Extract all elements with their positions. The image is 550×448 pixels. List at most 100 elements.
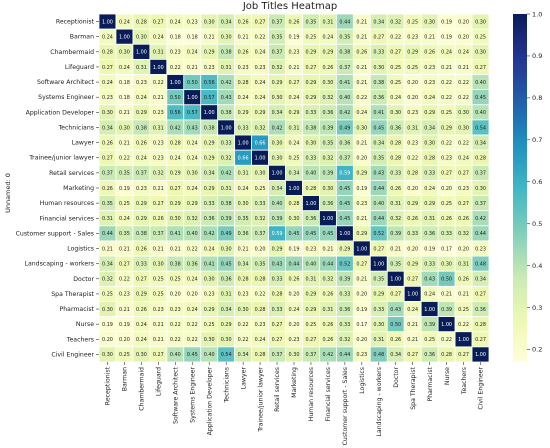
cell-value-label: 0.27 (475, 292, 486, 298)
cell-value-label: 0.36 (322, 110, 333, 116)
row-labels: Receptionist Barman Chambermaid Lifeguard So… (16, 19, 99, 358)
cell-value-label: 0.22 (153, 80, 164, 86)
cell-value-label: 0.50 (187, 80, 198, 86)
cell-value-label: 0.27 (102, 156, 113, 162)
cell-value-label: 0.21 (238, 246, 249, 252)
column-label: Pharmacist (427, 366, 434, 401)
cell-value-label: 0.21 (170, 246, 181, 252)
cell-value-label: 0.21 (153, 246, 164, 252)
cell-value-label: 0.30 (441, 261, 452, 267)
cell-value-label: 0.40 (306, 171, 317, 177)
cell-value-label: 0.24 (119, 216, 130, 222)
cell-value-label: 0.30 (102, 110, 113, 116)
cell-value-label: 0.38 (221, 201, 232, 207)
cell-value-label: 0.30 (204, 19, 215, 25)
cell-value-label: 0.40 (306, 261, 317, 267)
cell-value-label: 0.21 (356, 80, 367, 86)
cell-value-label: 0.33 (339, 322, 350, 328)
cell-value-label: 0.23 (289, 50, 300, 56)
cell-value-label: 0.24 (424, 292, 435, 298)
colorbar: 0.2 0.3 0.4 0.5 0.6 0.7 0.8 0.9 1.0 (513, 10, 542, 362)
cell-value-label: 0.22 (187, 322, 198, 328)
cell-value-label: 0.22 (458, 140, 469, 146)
cell-value-label: 0.27 (272, 337, 283, 343)
cell-value-label: 0.33 (424, 171, 435, 177)
cell-value-label: 0.37 (102, 171, 113, 177)
cell-value-label: 0.28 (424, 156, 435, 162)
cell-value-label: 0.34 (390, 352, 401, 358)
cell-value-label: 0.33 (339, 292, 350, 298)
cell-value-label: 0.25 (424, 337, 435, 343)
cell-value-label: 0.28 (136, 19, 147, 25)
cell-value-label: 0.32 (255, 216, 266, 222)
cell-value-label: 0.30 (204, 337, 215, 343)
cell-value-label: 0.22 (356, 95, 367, 101)
column-label: Human resources (308, 367, 315, 421)
cell-value-label: 0.43 (390, 307, 401, 313)
cell-value-label: 0.26 (356, 50, 367, 56)
cell-value-label: 0.30 (136, 352, 147, 358)
cell-value-label: 0.24 (424, 95, 435, 101)
cell-value-label: 0.35 (272, 35, 283, 41)
cell-value-label: 0.23 (458, 186, 469, 192)
cell-value-label: 0.29 (204, 50, 215, 56)
cell-value-label: 0.24 (136, 337, 147, 343)
column-label: Marketing (291, 367, 298, 398)
cell-value-label: 0.38 (136, 125, 147, 131)
cell-value-label: 0.25 (153, 277, 164, 283)
cell-value-label: 0.22 (255, 35, 266, 41)
row-label: Financial services (40, 215, 94, 222)
cell-value-label: 0.31 (221, 186, 232, 192)
cell-value-label: 0.22 (441, 337, 452, 343)
cell-value-label: 0.28 (170, 140, 181, 146)
cell-value-label: 0.18 (187, 35, 198, 41)
cell-value-label: 0.21 (356, 35, 367, 41)
cell-value-label: 0.29 (373, 292, 384, 298)
cell-value-label: 0.39 (272, 216, 283, 222)
cell-value-label: 0.29 (238, 110, 249, 116)
cell-value-label: 0.33 (272, 277, 283, 283)
cell-value-label: 0.31 (153, 125, 164, 131)
cell-value-label: 0.45 (187, 352, 198, 358)
cell-value-label: 0.20 (187, 292, 198, 298)
cell-value-label: 0.25 (153, 292, 164, 298)
cell-value-label: 0.40 (475, 110, 486, 116)
cell-value-label: 0.24 (441, 50, 452, 56)
cell-value-label: 0.33 (424, 261, 435, 267)
cell-value-label: 0.45 (373, 125, 384, 131)
cell-value-label: 0.35 (255, 261, 266, 267)
cell-value-label: 0.38 (170, 261, 181, 267)
cell-value-label: 0.27 (475, 65, 486, 71)
cell-value-label: 0.45 (322, 231, 333, 237)
cell-value-label: 0.27 (306, 65, 317, 71)
cell-value-label: 0.34 (272, 110, 283, 116)
cell-value-label: 0.30 (322, 186, 333, 192)
cell-value-label: 0.21 (356, 216, 367, 222)
cell-value-label: 0.30 (424, 19, 435, 25)
row-label: Technicians (57, 124, 94, 131)
cell-value-label: 1.00 (221, 125, 232, 131)
cell-value-label: 0.36 (424, 352, 435, 358)
cell-value-label: 0.25 (119, 201, 130, 207)
cell-value-label: 0.23 (255, 322, 266, 328)
cell-value-label: 0.33 (407, 231, 418, 237)
cell-value-label: 1.00 (390, 277, 401, 283)
cell-value-label: 0.30 (322, 80, 333, 86)
cell-value-label: 0.33 (204, 201, 215, 207)
cell-value-label: 1.00 (441, 322, 452, 328)
cell-value-label: 0.36 (187, 261, 198, 267)
cell-value-label: 0.21 (238, 35, 249, 41)
cell-value-label: 0.30 (306, 140, 317, 146)
cell-value-label: 0.26 (102, 140, 113, 146)
cell-value-label: 1.00 (424, 307, 435, 313)
cell-value-label: 0.27 (356, 261, 367, 267)
cell-value-label: 0.56 (170, 110, 181, 116)
cell-value-label: 0.21 (187, 65, 198, 71)
cell-value-label: 0.23 (356, 201, 367, 207)
cell-value-label: 0.36 (204, 216, 215, 222)
cell-value-label: 0.33 (272, 307, 283, 313)
column-label: Lawyer (240, 367, 247, 390)
cell-value-label: 0.43 (272, 261, 283, 267)
cell-value-label: 0.26 (390, 186, 401, 192)
cell-value-label: 0.32 (390, 19, 401, 25)
